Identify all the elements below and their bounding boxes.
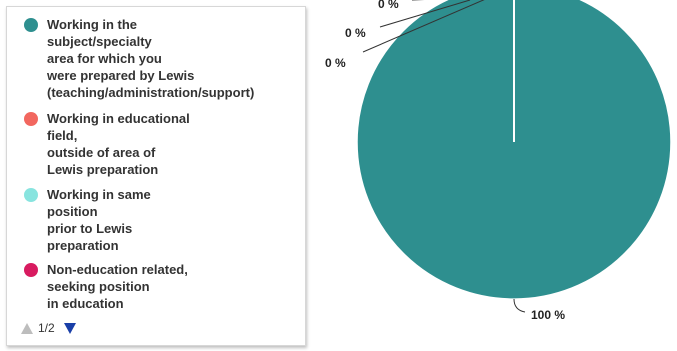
leader-line-working-in-subject [513, 298, 526, 313]
data-label-non-education: 0 % [378, 0, 399, 11]
legend-dot-same-position [24, 188, 38, 202]
legend-label-non-education: Non-education related, seeking position … [47, 262, 188, 311]
legend-dot-working-in-subject [24, 18, 38, 32]
data-label-working-in-subject: 100 % [531, 308, 565, 322]
data-label-same-position: 0 % [345, 26, 366, 40]
legend-page-indicator: 1/2 [38, 321, 55, 335]
legend-pager: 1/2 [21, 320, 76, 336]
legend-label-working-in-subject: Working in the subject/specialty area fo… [47, 17, 255, 100]
leader-line-same-position [379, 0, 471, 28]
legend-label-same-position: Working in same position prior to Lewis … [47, 187, 151, 253]
legend-page-down-icon[interactable] [63, 322, 76, 334]
legend-dot-educational-field [24, 112, 38, 126]
leader-line-educational-field [362, 0, 485, 53]
chart-legend: Working in the subject/specialty area fo… [6, 6, 306, 346]
pie-slice-working-in-subject[interactable] [356, 0, 672, 300]
data-label-educational-field: 0 % [325, 56, 346, 70]
legend-dot-non-education [24, 263, 38, 277]
legend-label-educational-field: Working in educational field, outside of… [47, 111, 190, 177]
legend-page-up-icon[interactable] [21, 322, 33, 334]
